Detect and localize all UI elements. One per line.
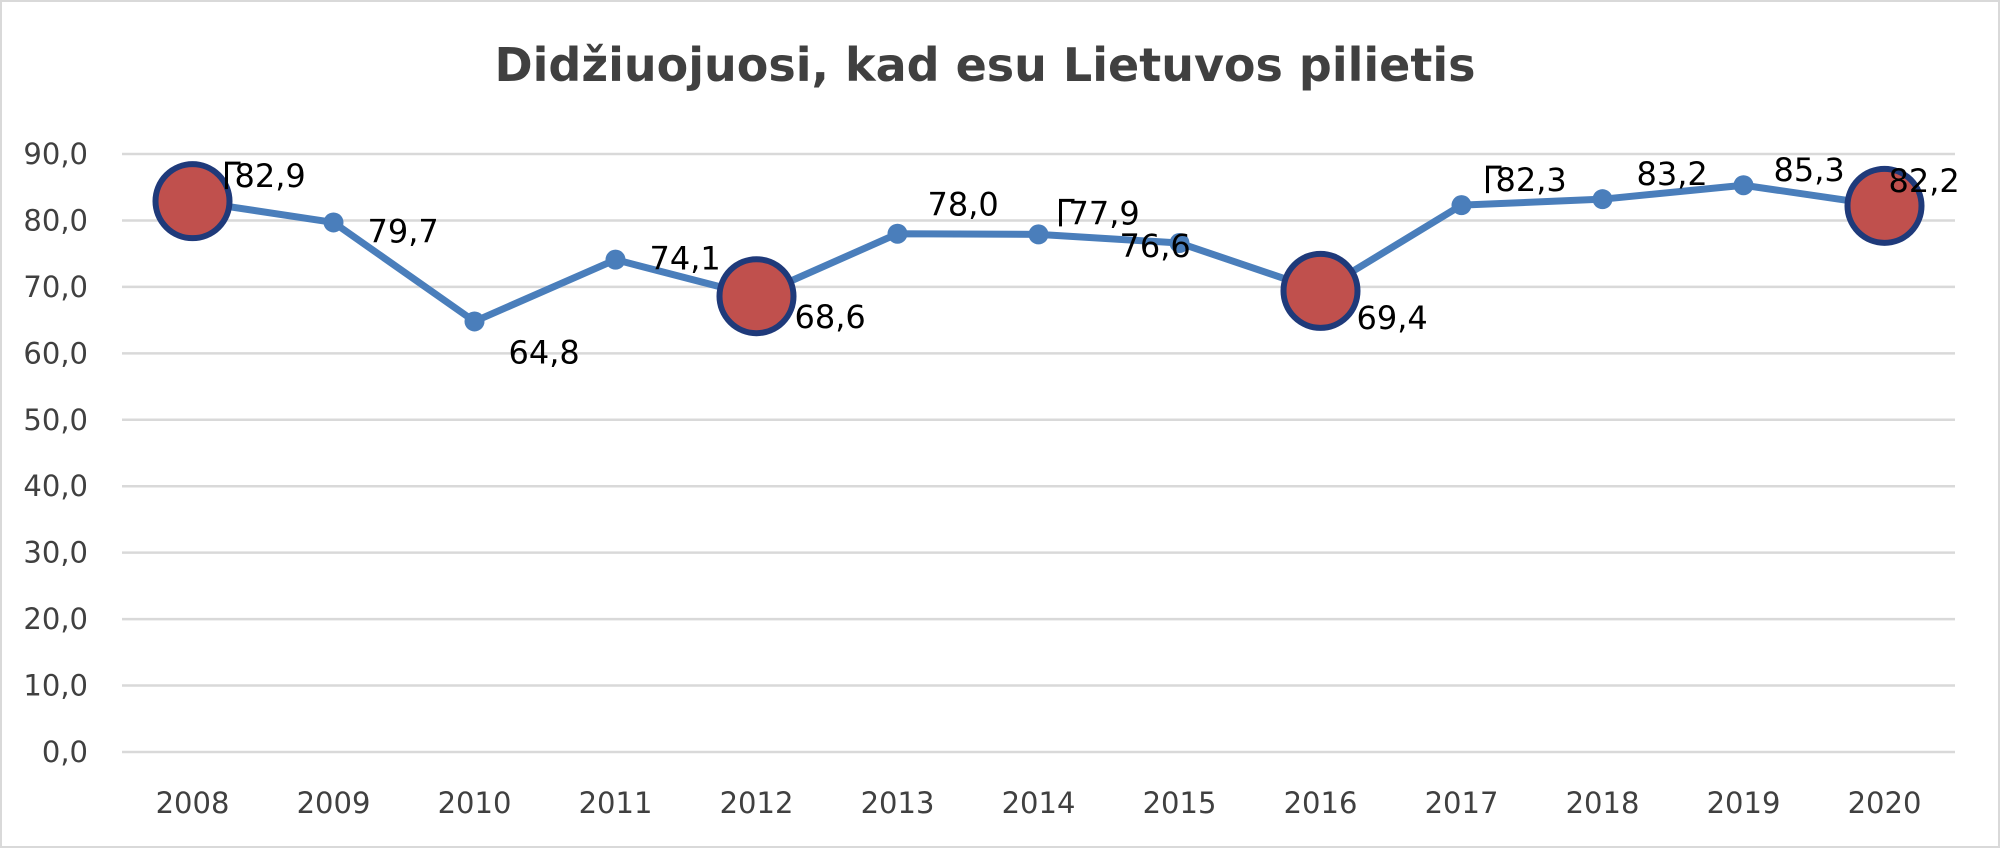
y-tick-label: 70,0 — [23, 270, 88, 304]
x-tick-label: 2008 — [156, 786, 230, 820]
data-point — [1451, 195, 1472, 216]
y-tick-label: 10,0 — [23, 669, 88, 703]
data-point — [887, 223, 908, 244]
x-tick-label: 2019 — [1707, 786, 1781, 820]
x-tick-label: 2011 — [579, 786, 653, 820]
y-tick-label: 50,0 — [23, 403, 88, 437]
x-tick-label: 2010 — [438, 786, 512, 820]
data-label: 64,8 — [509, 333, 580, 371]
data-label: 79,7 — [368, 212, 439, 250]
x-tick-label: 2014 — [1002, 786, 1076, 820]
y-tick-label: 40,0 — [23, 469, 88, 503]
data-label: 77,9 — [1069, 194, 1140, 232]
data-label: 76,6 — [1120, 227, 1191, 265]
x-tick-label: 2015 — [1143, 786, 1217, 820]
highlight-point — [1280, 250, 1361, 331]
data-point — [323, 212, 344, 233]
data-point — [1592, 189, 1613, 210]
x-tick-label: 2018 — [1566, 786, 1640, 820]
data-point — [1169, 233, 1190, 254]
data-label: 85,3 — [1774, 151, 1845, 189]
data-point — [605, 249, 626, 270]
data-label: 74,1 — [650, 240, 721, 278]
label-leader — [1059, 198, 1075, 227]
data-label: 82,9 — [235, 157, 306, 195]
y-tick-label: 90,0 — [23, 137, 88, 171]
y-tick-label: 80,0 — [23, 203, 88, 237]
data-label: 82,3 — [1496, 161, 1567, 199]
series-line — [189, 181, 1888, 325]
data-point — [1733, 175, 1754, 196]
x-tick-label: 2017 — [1425, 786, 1499, 820]
data-label: 68,6 — [795, 298, 866, 336]
y-tick-label: 20,0 — [23, 602, 88, 636]
y-tick-label: 30,0 — [23, 536, 88, 570]
highlight-point — [716, 256, 797, 337]
chart-title: Didžiuojuosi, kad esu Lietuvos pilietis — [494, 38, 1476, 92]
label-leader — [225, 161, 241, 190]
data-label: 82,2 — [1889, 162, 1960, 200]
x-tick-label: 2020 — [1848, 786, 1922, 820]
x-tick-label: 2016 — [1284, 786, 1358, 820]
label-leader — [1486, 165, 1502, 194]
data-label: 69,4 — [1357, 299, 1428, 337]
y-tick-label: 0,0 — [42, 735, 88, 769]
x-tick-label: 2013 — [861, 786, 935, 820]
y-tick-label: 60,0 — [23, 336, 88, 370]
data-point — [1028, 224, 1049, 245]
x-tick-label: 2009 — [297, 786, 371, 820]
highlight-point — [152, 161, 233, 242]
data-point — [464, 311, 485, 332]
highlight-point — [1844, 165, 1925, 246]
data-label: 78,0 — [928, 186, 999, 224]
data-label: 83,2 — [1637, 155, 1708, 193]
x-tick-label: 2012 — [720, 786, 794, 820]
